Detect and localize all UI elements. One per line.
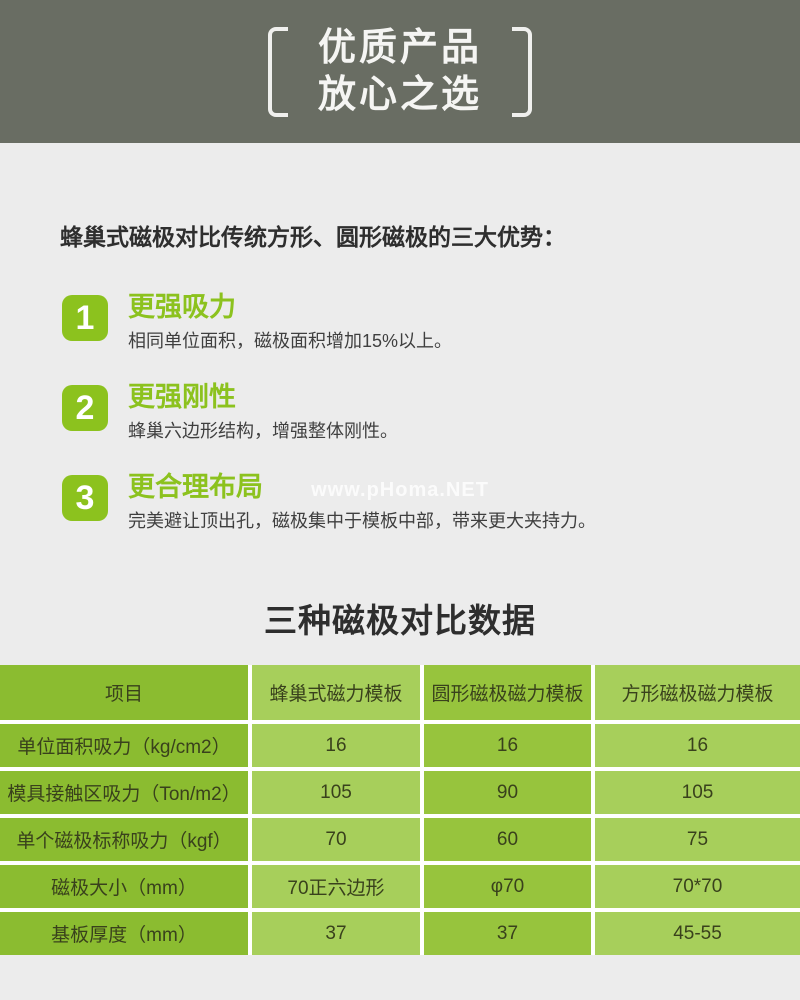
table-cell: 70正六边形	[252, 865, 420, 908]
table-cell: 60	[424, 818, 591, 861]
advantage-title: 更强吸力	[128, 292, 236, 322]
table-cell: 75	[595, 818, 800, 861]
table-cell: 37	[252, 912, 420, 955]
table-row-label: 单位面积吸力（kg/cm2）	[0, 724, 248, 767]
bracket-left-icon	[268, 27, 288, 117]
banner: 优质产品 放心之选	[0, 0, 800, 143]
advantage-item-3: 3 更合理布局 完美避让顶出孔，磁极集中于模板中部，带来更大夹持力。	[62, 472, 596, 533]
table-header-cell: 项目	[0, 665, 248, 720]
table-cell: 105	[595, 771, 800, 814]
section-heading-advantages: 蜂巢式磁极对比传统方形、圆形磁极的三大优势：	[60, 224, 566, 250]
advantage-text-1: 更强吸力 相同单位面积，磁极面积增加15%以上。	[128, 292, 452, 353]
advantage-item-1: 1 更强吸力 相同单位面积，磁极面积增加15%以上。	[62, 292, 452, 353]
table-cell: 16	[424, 724, 591, 767]
table-row-label: 磁极大小（mm）	[0, 865, 248, 908]
advantage-title: 更强刚性	[128, 382, 236, 412]
advantage-desc: 完美避让顶出孔，磁极集中于模板中部，带来更大夹持力。	[128, 511, 596, 531]
table-cell: 70	[252, 818, 420, 861]
table-header-cell: 蜂巢式磁力模板	[252, 665, 420, 720]
table-cell: 45-55	[595, 912, 800, 955]
advantage-text-3: 更合理布局 完美避让顶出孔，磁极集中于模板中部，带来更大夹持力。	[128, 472, 596, 533]
number-badge-2: 2	[62, 385, 108, 431]
banner-line-1: 优质产品	[317, 26, 482, 69]
table-cell: φ70	[424, 865, 591, 908]
number-badge-3: 3	[62, 475, 108, 521]
table-cell: 16	[595, 724, 800, 767]
table-header-cell: 方形磁极磁力模板	[595, 665, 800, 720]
banner-line-2: 放心之选	[317, 73, 482, 116]
table-header-cell: 圆形磁极磁力模板	[424, 665, 591, 720]
advantage-desc: 相同单位面积，磁极面积增加15%以上。	[128, 331, 453, 351]
table-row-label: 模具接触区吸力（Ton/m2）	[0, 771, 248, 814]
table-cell: 105	[252, 771, 420, 814]
number-badge-1: 1	[62, 295, 108, 341]
table-cell: 70*70	[595, 865, 800, 908]
table-cell: 90	[424, 771, 591, 814]
comparison-table: 项目 蜂巢式磁力模板 圆形磁极磁力模板 方形磁极磁力模板 单位面积吸力（kg/c…	[0, 665, 800, 955]
bracket-right-icon	[512, 27, 532, 117]
advantage-title: 更合理布局	[128, 472, 263, 502]
table-cell: 16	[252, 724, 420, 767]
table-row-label: 基板厚度（mm）	[0, 912, 248, 955]
advantage-desc: 蜂巢六边形结构，增强整体刚性。	[128, 421, 398, 441]
table-row-label: 单个磁极标称吸力（kgf）	[0, 818, 248, 861]
advantage-item-2: 2 更强刚性 蜂巢六边形结构，增强整体刚性。	[62, 382, 398, 443]
table-cell: 37	[424, 912, 591, 955]
table-title: 三种磁极对比数据	[264, 602, 536, 639]
advantage-text-2: 更强刚性 蜂巢六边形结构，增强整体刚性。	[128, 382, 398, 443]
